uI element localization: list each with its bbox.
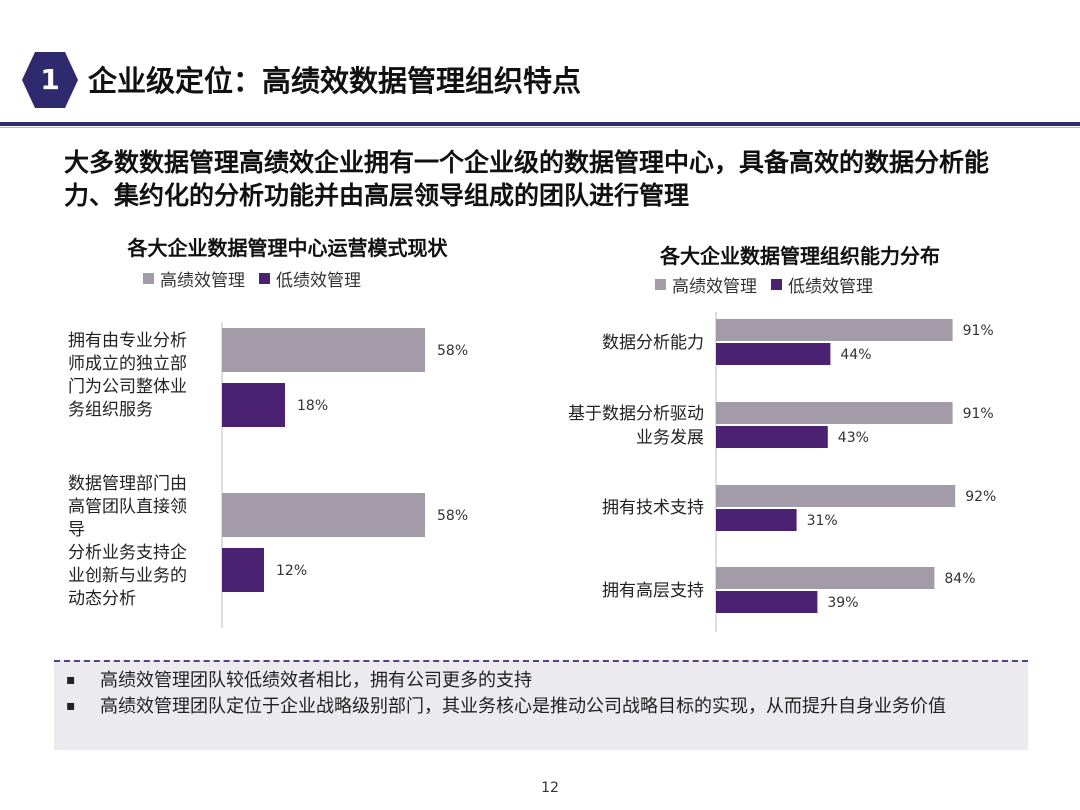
chart1-category-label: 数据管理部门由	[68, 474, 187, 494]
chart1-bar	[222, 493, 425, 537]
chart1-legend-high-label: 高绩效管理	[160, 271, 245, 291]
chart2-bar	[716, 567, 935, 589]
page-title: 企业级定位：高绩效数据管理组织特点	[88, 64, 582, 98]
chart1-legend-high: 高绩效管理	[143, 266, 245, 291]
chart2-legend-low: 低绩效管理	[771, 272, 873, 297]
chart1-bar	[222, 328, 425, 372]
chart1-category-label: 门为公司整体业	[68, 377, 187, 397]
chart2-bar	[716, 319, 953, 341]
section-hexagon-icon	[20, 50, 80, 110]
chart2-legend-high: 高绩效管理	[655, 272, 757, 297]
chart1-legend-low: 低绩效管理	[259, 266, 361, 291]
chart1-bar	[222, 383, 285, 427]
chart2-title: 各大企业数据管理组织能力分布	[660, 244, 940, 268]
chart1-value-label: 12%	[276, 563, 307, 579]
chart1-category-label: 高管团队直接领	[68, 497, 187, 517]
chart2-value-label: 44%	[840, 347, 871, 363]
legend-swatch-high	[143, 273, 154, 284]
page-number: 12	[541, 780, 559, 796]
note-text: 高绩效管理团队较低绩效者相比，拥有公司更多的支持	[100, 670, 532, 691]
chart2-bar	[716, 402, 953, 424]
chart2-legend: 高绩效管理 低绩效管理	[655, 272, 887, 297]
chart1-category-label: 拥有由专业分析	[68, 331, 187, 351]
chart2-bar	[716, 485, 956, 507]
chart1-category-label: 动态分析	[68, 589, 136, 609]
chart2-value-label: 92%	[965, 489, 996, 505]
chart1-category-label: 业创新与业务的	[68, 566, 187, 586]
chart2-legend-low-label: 低绩效管理	[788, 277, 873, 297]
chart1-category-label: 分析业务支持企	[68, 543, 187, 563]
chart1-title: 各大企业数据管理中心运营模式现状	[127, 236, 448, 260]
chart2-bar	[716, 343, 831, 365]
chart1-category-label: 务组织服务	[68, 400, 153, 420]
chart2-bar	[716, 426, 828, 448]
chart2-bar	[716, 509, 797, 531]
legend-swatch-high	[655, 279, 666, 290]
chart1-category-label: 导	[68, 520, 85, 540]
chart2-category-label: 拥有高层支持	[602, 581, 704, 601]
chart2-category-label: 业务发展	[636, 428, 704, 448]
chart2-value-label: 39%	[827, 595, 858, 611]
chart1-value-label: 18%	[297, 398, 328, 414]
notes-box: ▪ 高绩效管理团队较低绩效者相比，拥有公司更多的支持 ▪ 高绩效管理团队定位于企…	[54, 660, 1028, 750]
section-number: 1	[40, 63, 60, 96]
chart1-legend: 高绩效管理 低绩效管理	[143, 266, 375, 291]
chart2-legend-high-label: 高绩效管理	[672, 277, 757, 297]
legend-swatch-low	[259, 273, 270, 284]
chart1-category-label: 师成立的独立部	[68, 354, 187, 374]
chart1-value-label: 58%	[437, 508, 468, 524]
chart1-bar	[222, 548, 264, 592]
chart2-value-label: 43%	[838, 430, 869, 446]
chart2-value-label: 91%	[963, 406, 994, 422]
chart2-category-label: 基于数据分析驱动	[568, 404, 704, 424]
chart2-value-label: 84%	[944, 571, 975, 587]
chart2-category-label: 数据分析能力	[602, 333, 704, 353]
header-divider	[0, 122, 1080, 126]
slide-subtitle: 大多数数据管理高绩效企业拥有一个企业级的数据管理中心，具备高效的数据分析能力、集…	[64, 148, 990, 210]
bullet-icon: ▪	[66, 672, 76, 688]
note-text: 高绩效管理团队定位于企业战略级别部门，其业务核心是推动公司战略目标的实现，从而提…	[100, 696, 946, 717]
legend-swatch-low	[771, 279, 782, 290]
chart2-value-label: 91%	[963, 323, 994, 339]
bullet-icon: ▪	[66, 698, 76, 714]
chart2-bar	[716, 591, 818, 613]
header-divider-thin	[0, 127, 1080, 128]
chart1-legend-low-label: 低绩效管理	[276, 271, 361, 291]
chart2-category-label: 拥有技术支持	[602, 498, 704, 518]
chart1-value-label: 58%	[437, 343, 468, 359]
chart2-value-label: 31%	[807, 513, 838, 529]
